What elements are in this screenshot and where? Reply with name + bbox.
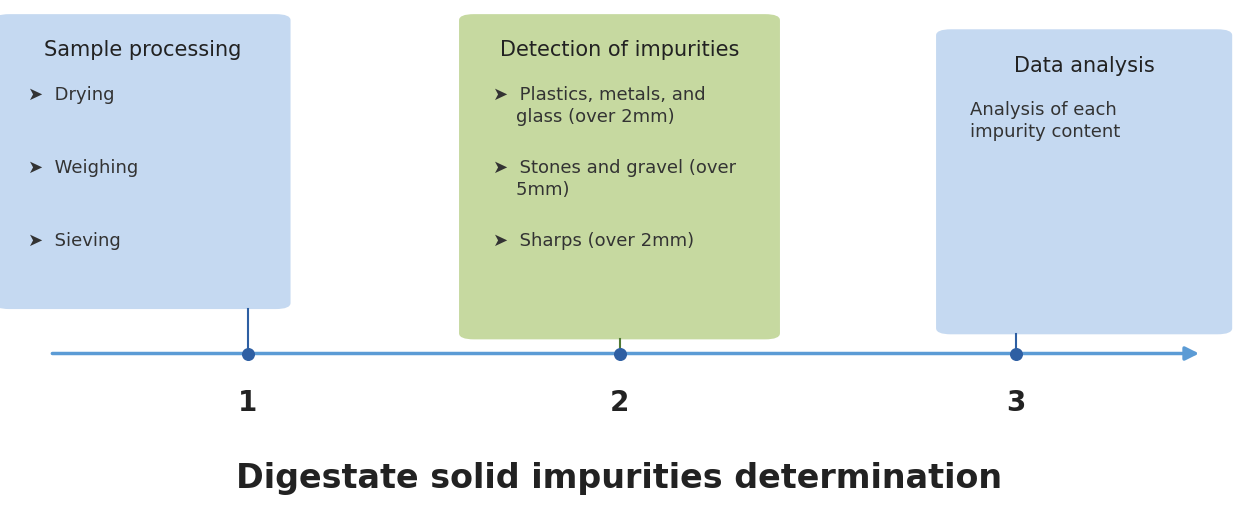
Text: Detection of impurities: Detection of impurities (499, 40, 740, 61)
Text: ➤  Drying: ➤ Drying (28, 86, 114, 104)
Text: Sample processing: Sample processing (43, 40, 242, 61)
FancyBboxPatch shape (458, 14, 781, 339)
Point (610, 349, 629, 358)
Text: Analysis of each
impurity content: Analysis of each impurity content (969, 101, 1120, 141)
FancyBboxPatch shape (937, 29, 1232, 334)
Text: ➤  Weighing: ➤ Weighing (28, 159, 138, 177)
Text: Data analysis: Data analysis (1014, 56, 1155, 76)
FancyBboxPatch shape (0, 14, 290, 309)
Point (1006, 349, 1026, 358)
Text: ➤  Plastics, metals, and
    glass (over 2mm): ➤ Plastics, metals, and glass (over 2mm) (492, 86, 705, 126)
Text: 3: 3 (1006, 389, 1026, 417)
Point (238, 349, 258, 358)
Text: ➤  Sharps (over 2mm): ➤ Sharps (over 2mm) (492, 232, 694, 250)
Text: ➤  Stones and gravel (over
    5mm): ➤ Stones and gravel (over 5mm) (492, 159, 736, 199)
Text: 1: 1 (238, 389, 258, 417)
Text: Digestate solid impurities determination: Digestate solid impurities determination (237, 462, 1002, 495)
Text: ➤  Sieving: ➤ Sieving (28, 232, 120, 250)
Text: 2: 2 (610, 389, 629, 417)
